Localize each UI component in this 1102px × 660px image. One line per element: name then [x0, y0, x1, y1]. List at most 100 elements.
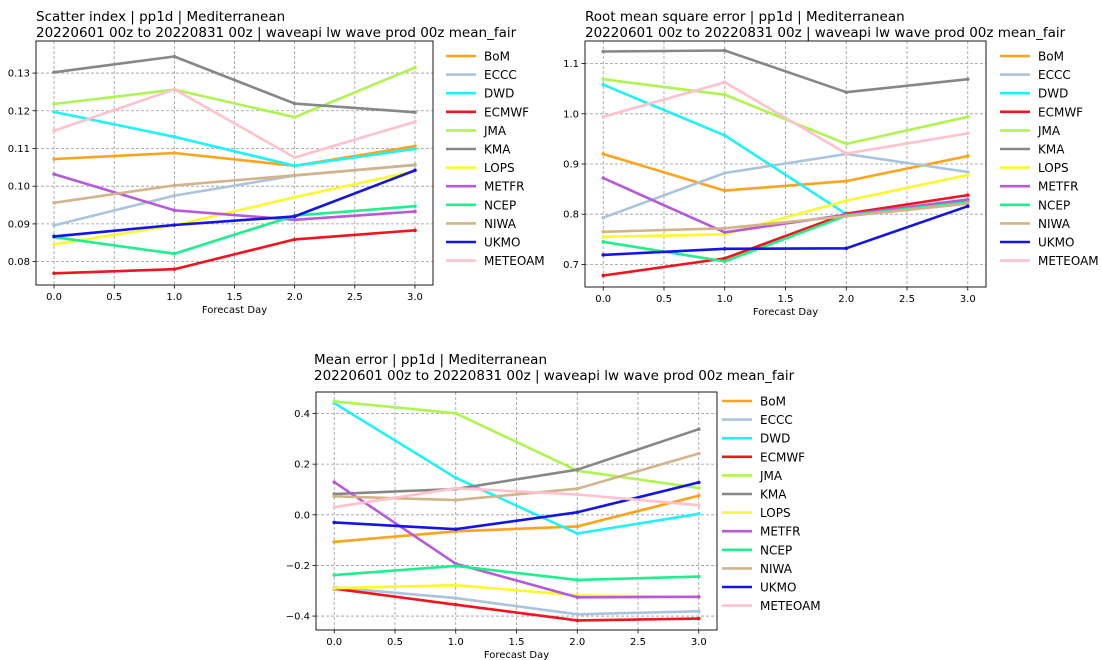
y-tick-label: 0.13 — [8, 69, 30, 80]
series-line-bom — [601, 152, 970, 192]
data-point-meteoam — [52, 128, 56, 133]
data-point-eccc — [52, 223, 56, 228]
chart-subtitle: 20220601 00z to 20220831 00z | waveapi l… — [314, 368, 795, 384]
legend: BoM ECCC DWD ECMWF JMA KMA LOPS METFR NCEP NIWA UK… — [722, 395, 821, 613]
y-axis: 0.08 0.09 0.10 0.11 0.12 0.13 — [8, 69, 36, 268]
data-point-meteoam — [292, 155, 297, 160]
legend-label-metfr: METFR — [1038, 180, 1079, 194]
legend-label-eccc: ECCC — [484, 68, 517, 82]
series-lines — [52, 54, 417, 276]
x-axis-label: Forecast Day — [753, 307, 818, 318]
x-tick-label: 0.0 — [326, 637, 342, 648]
data-point-dwd — [52, 110, 56, 114]
data-point-lops — [453, 583, 458, 587]
legend-label-meteoam: METEOAM — [484, 254, 545, 268]
x-tick-label: 0.5 — [387, 637, 403, 648]
series-line-metfr — [332, 480, 701, 599]
series-lines — [332, 399, 701, 623]
data-point-dwd — [601, 82, 606, 87]
series-line-bom — [52, 144, 417, 168]
y-tick-label: −0.4 — [286, 612, 310, 623]
legend-label-lops: LOPS — [484, 161, 515, 175]
data-point-ukmo — [172, 223, 177, 227]
data-point-eccc — [696, 609, 701, 614]
data-point-dwd — [453, 476, 458, 480]
series-line-eccc — [332, 586, 701, 616]
chart-title: Mean error | pp1d | Mediterranean — [314, 352, 547, 368]
legend-label-ukmo: UKMO — [760, 581, 796, 595]
y-tick-label: 0.10 — [8, 182, 30, 193]
data-point-kma — [965, 77, 970, 81]
data-point-ecmwf — [965, 193, 970, 197]
data-point-kma — [413, 110, 417, 115]
data-point-ukmo — [292, 214, 297, 219]
legend-label-jma: JMA — [483, 124, 507, 138]
chart-panel-0: Scatter index | pp1d | Mediterranean2022… — [8, 9, 545, 316]
series-line-dwd — [52, 110, 417, 168]
y-tick-label: 1.0 — [563, 109, 579, 120]
legend-label-kma: KMA — [1038, 143, 1065, 157]
y-tick-label: 0.11 — [8, 144, 30, 155]
x-tick-label: 2.0 — [569, 637, 585, 648]
data-point-jma — [601, 77, 606, 81]
series-line-meteoam — [52, 88, 417, 159]
data-point-jma — [844, 142, 849, 146]
series-line-kma — [601, 49, 970, 94]
data-point-jma — [696, 486, 701, 490]
data-point-bom — [172, 151, 177, 155]
y-tick-label: 0.0 — [294, 510, 310, 521]
data-point-eccc — [172, 193, 177, 198]
data-point-niwa — [52, 200, 56, 205]
legend-label-jma: JMA — [1037, 124, 1061, 138]
data-point-ukmo — [453, 527, 458, 532]
legend-label-eccc: ECCC — [760, 413, 793, 427]
data-point-metfr — [52, 172, 56, 176]
data-point-ukmo — [844, 246, 849, 251]
legend-label-dwd: DWD — [760, 432, 790, 446]
data-point-eccc — [965, 170, 970, 174]
y-tick-label: 0.2 — [294, 460, 310, 471]
legend-label-kma: KMA — [760, 488, 787, 502]
x-tick-label: 0.5 — [656, 294, 672, 305]
data-point-kma — [575, 467, 580, 472]
data-point-ecmwf — [722, 256, 727, 261]
series-line-metfr — [52, 172, 417, 222]
data-point-ncep — [413, 204, 417, 208]
y-tick-label: 0.09 — [8, 219, 30, 230]
data-point-metfr — [172, 208, 177, 213]
legend-label-meteoam: METEOAM — [1038, 254, 1099, 268]
x-axis: 0.0 0.5 1.0 1.5 2.0 2.5 3.0 Forecast Day — [595, 287, 976, 318]
data-point-meteoam — [332, 505, 337, 510]
data-point-metfr — [332, 480, 337, 484]
series-line-eccc — [601, 152, 970, 219]
data-point-niwa — [965, 201, 970, 206]
data-point-kma — [601, 49, 606, 54]
legend-label-bom: BoM — [760, 395, 786, 409]
data-point-meteoam — [453, 486, 458, 491]
legend-label-bom: BoM — [484, 50, 510, 64]
y-tick-label: 0.8 — [563, 210, 579, 221]
legend-label-niwa: NIWA — [484, 217, 517, 231]
series-line-bom — [332, 494, 701, 544]
x-tick-label: 3.0 — [407, 292, 423, 303]
data-point-dwd — [575, 531, 580, 536]
data-point-bom — [722, 188, 727, 193]
legend-label-ukmo: UKMO — [484, 236, 520, 250]
data-point-niwa — [601, 229, 606, 234]
data-point-ukmo — [696, 480, 701, 485]
legend-label-kma: KMA — [484, 143, 511, 157]
x-tick-label: 1.0 — [166, 292, 182, 303]
data-point-lops — [601, 234, 606, 239]
data-point-niwa — [453, 498, 458, 502]
x-tick-label: 1.0 — [717, 294, 733, 305]
data-point-ukmo — [601, 253, 606, 257]
data-point-metfr — [722, 230, 727, 235]
data-point-ecmwf — [601, 273, 606, 278]
x-tick-label: 3.0 — [960, 294, 976, 305]
data-point-dwd — [722, 133, 727, 138]
data-point-ukmo — [332, 520, 337, 525]
data-point-niwa — [722, 226, 727, 231]
data-point-ecmwf — [696, 616, 701, 621]
y-axis: −0.4 −0.2 0.0 0.2 0.4 — [286, 409, 316, 623]
